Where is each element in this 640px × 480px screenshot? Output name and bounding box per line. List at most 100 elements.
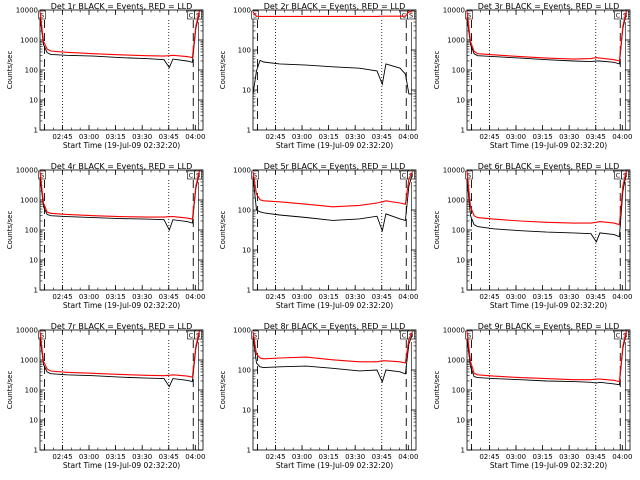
marker-box bbox=[38, 10, 46, 20]
x-axis-label: Start Time (19-Jul-09 02:32:20) bbox=[490, 141, 607, 150]
detector-panel: Det 1r BLACK = Events, RED = LLD 1 10 100 10… bbox=[6, 2, 205, 150]
x-tick-label: 03:30 bbox=[132, 453, 152, 461]
y-tick-label: 1 bbox=[247, 447, 251, 455]
events-series-line bbox=[252, 333, 413, 384]
plot-frame bbox=[466, 329, 631, 451]
lld-series-line bbox=[39, 170, 201, 220]
y-tick-label: 100 bbox=[25, 387, 38, 395]
plot-frame bbox=[252, 9, 417, 131]
x-tick-label: 04:00 bbox=[185, 133, 205, 141]
y-tick-label: 100 bbox=[452, 67, 465, 75]
detector-panel: Det 2r BLACK = Events, RED = LLD 1 10 100 10… bbox=[219, 2, 418, 150]
x-tick-label: 02:45 bbox=[265, 133, 285, 141]
x-tick-label: 03:00 bbox=[79, 293, 99, 301]
x-tick-label: 02:45 bbox=[479, 133, 499, 141]
y-axis-label: Counts/sec bbox=[6, 371, 14, 410]
x-axis-label: Start Time (19-Jul-09 02:32:20) bbox=[490, 461, 607, 470]
y-tick-label: 1 bbox=[461, 447, 465, 455]
x-tick-label: 04:00 bbox=[398, 293, 418, 301]
marker-label: C bbox=[402, 12, 407, 20]
panel-title: Det 2r BLACK = Events, RED = LLD bbox=[264, 2, 406, 11]
detector-panel: Det 4r BLACK = Events, RED = LLD 1 10 100 10… bbox=[6, 162, 205, 310]
x-tick-label: 03:30 bbox=[559, 453, 579, 461]
y-tick-label: 1000 bbox=[233, 167, 251, 175]
x-tick-label: 04:00 bbox=[398, 133, 418, 141]
lld-series-line bbox=[39, 330, 201, 378]
y-tick-label: 1000 bbox=[447, 197, 465, 205]
x-tick-label: 02:45 bbox=[265, 453, 285, 461]
x-tick-label: 04:00 bbox=[612, 453, 632, 461]
y-tick-label: 1000 bbox=[233, 327, 251, 335]
x-tick-label: 03:15 bbox=[533, 293, 553, 301]
panel-title: Det 7r BLACK = Events, RED = LLD bbox=[51, 322, 193, 331]
y-axis-label: Counts/sec bbox=[433, 211, 441, 250]
y-tick-label: 1 bbox=[247, 287, 251, 295]
x-tick-label: 03:30 bbox=[345, 133, 365, 141]
marker-label: S bbox=[253, 172, 257, 180]
marker-label: C bbox=[189, 12, 194, 20]
panel-title: Det 5r BLACK = Events, RED = LLD bbox=[264, 162, 406, 171]
y-axis-label: Counts/sec bbox=[6, 211, 14, 250]
marker-label: C bbox=[616, 332, 621, 340]
y-tick-label: 10 bbox=[456, 417, 465, 425]
y-axis-label: Counts/sec bbox=[219, 51, 227, 90]
x-tick-label: 03:30 bbox=[132, 133, 152, 141]
x-tick-label: 03:15 bbox=[106, 293, 126, 301]
detector-panel: Det 5r BLACK = Events, RED = LLD 1 10 100 10… bbox=[219, 162, 418, 310]
panel-title: Det 8r BLACK = Events, RED = LLD bbox=[264, 322, 406, 331]
lld-series-line bbox=[39, 10, 201, 59]
x-tick-label: 03:15 bbox=[533, 133, 553, 141]
x-tick-label: 04:00 bbox=[185, 453, 205, 461]
x-tick-label: 03:00 bbox=[506, 133, 526, 141]
detector-panel: Det 3r BLACK = Events, RED = LLD 1 10 100 10… bbox=[433, 2, 632, 150]
marker-label: S bbox=[409, 12, 413, 20]
plot-frame bbox=[39, 169, 204, 291]
lld-series-line bbox=[466, 330, 628, 383]
x-tick-label: 03:45 bbox=[586, 133, 606, 141]
y-tick-label: 10000 bbox=[16, 7, 38, 15]
x-tick-label: 02:45 bbox=[52, 133, 72, 141]
x-tick-label: 04:00 bbox=[185, 293, 205, 301]
panel-title: Det 1r BLACK = Events, RED = LLD bbox=[51, 2, 193, 11]
y-tick-label: 100 bbox=[238, 367, 251, 375]
events-series-line bbox=[39, 332, 200, 388]
x-axis-label: Start Time (19-Jul-09 02:32:20) bbox=[63, 461, 180, 470]
x-tick-label: 02:45 bbox=[52, 293, 72, 301]
x-axis-label: Start Time (19-Jul-09 02:32:20) bbox=[276, 461, 393, 470]
y-tick-label: 100 bbox=[452, 227, 465, 235]
lld-series-line bbox=[252, 331, 413, 364]
panel-title: Det 4r BLACK = Events, RED = LLD bbox=[51, 162, 193, 171]
y-tick-label: 100 bbox=[25, 67, 38, 75]
x-tick-label: 03:00 bbox=[292, 293, 312, 301]
y-tick-label: 1 bbox=[34, 447, 38, 455]
plot-frame bbox=[39, 9, 204, 131]
marker-label: S bbox=[40, 12, 44, 20]
x-tick-label: 03:45 bbox=[372, 133, 392, 141]
lld-series-line bbox=[466, 170, 628, 226]
x-tick-label: 03:45 bbox=[372, 293, 392, 301]
y-tick-label: 1000 bbox=[233, 7, 251, 15]
marker-label: S bbox=[40, 332, 44, 340]
y-axis-label: Counts/sec bbox=[433, 51, 441, 90]
lld-series-line bbox=[252, 171, 413, 208]
x-tick-label: 03:00 bbox=[292, 133, 312, 141]
x-tick-label: 03:00 bbox=[506, 293, 526, 301]
x-tick-label: 03:30 bbox=[559, 293, 579, 301]
x-axis-label: Start Time (19-Jul-09 02:32:20) bbox=[63, 141, 180, 150]
y-tick-label: 10 bbox=[29, 97, 38, 105]
y-tick-label: 10000 bbox=[16, 167, 38, 175]
panel-title: Det 6r BLACK = Events, RED = LLD bbox=[478, 162, 620, 171]
events-series-line bbox=[466, 172, 627, 243]
y-tick-label: 100 bbox=[238, 207, 251, 215]
lld-series-line bbox=[466, 10, 628, 62]
detector-panel: Det 6r BLACK = Events, RED = LLD 1 10 100 10… bbox=[433, 162, 632, 310]
y-tick-label: 1 bbox=[461, 127, 465, 135]
events-series-line bbox=[39, 12, 200, 69]
x-tick-label: 02:45 bbox=[479, 453, 499, 461]
x-tick-label: 03:15 bbox=[533, 453, 553, 461]
y-tick-label: 1000 bbox=[20, 37, 38, 45]
marker-label: S bbox=[467, 332, 471, 340]
x-tick-label: 03:00 bbox=[79, 133, 99, 141]
marker-box bbox=[38, 170, 46, 180]
